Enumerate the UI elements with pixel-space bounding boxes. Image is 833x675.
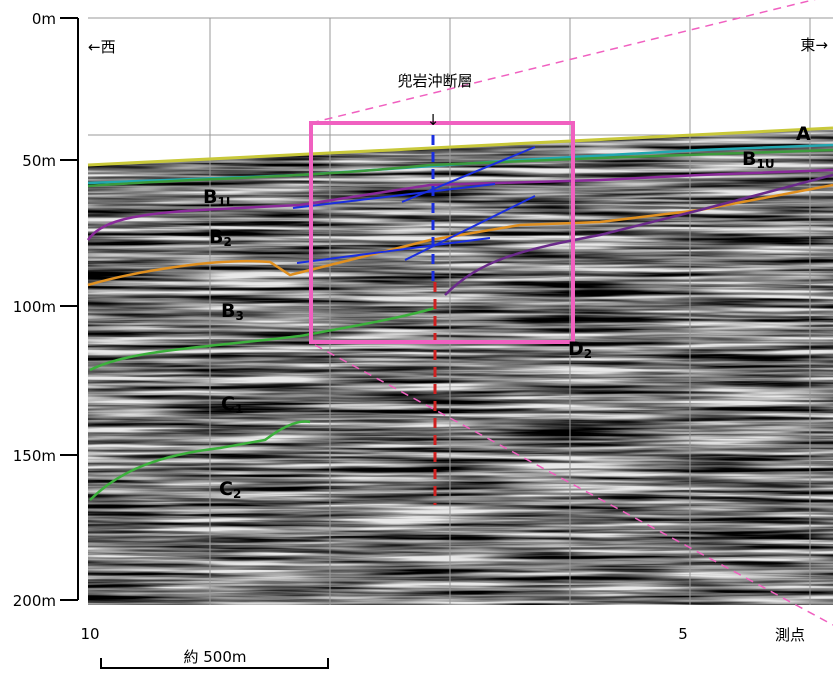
- depth-label: 200m: [13, 592, 56, 610]
- station-tick: 10: [80, 625, 99, 643]
- layer-label: A: [796, 123, 811, 145]
- depth-label: 100m: [13, 298, 56, 316]
- seismic-image: [88, 120, 833, 605]
- scale-label: 約 500m: [183, 648, 246, 666]
- seismic-noise: [88, 120, 833, 605]
- east-label: 東→: [800, 36, 828, 54]
- depth-axis: [60, 18, 78, 600]
- depth-label: 0m: [32, 10, 56, 28]
- west-label: ←西: [88, 38, 116, 56]
- fault-arrow: ↓: [427, 111, 440, 129]
- fault-name: 兜岩沖断層: [397, 72, 472, 90]
- station-tick: 5: [678, 625, 688, 643]
- depth-label: 50m: [22, 152, 56, 170]
- seismic-profile: 0m 50m 100m 150m 200m ←西 東→ 兜岩沖断層 ↓ A B1…: [0, 0, 833, 675]
- depth-label: 150m: [13, 447, 56, 465]
- station-label: 測点: [775, 626, 805, 644]
